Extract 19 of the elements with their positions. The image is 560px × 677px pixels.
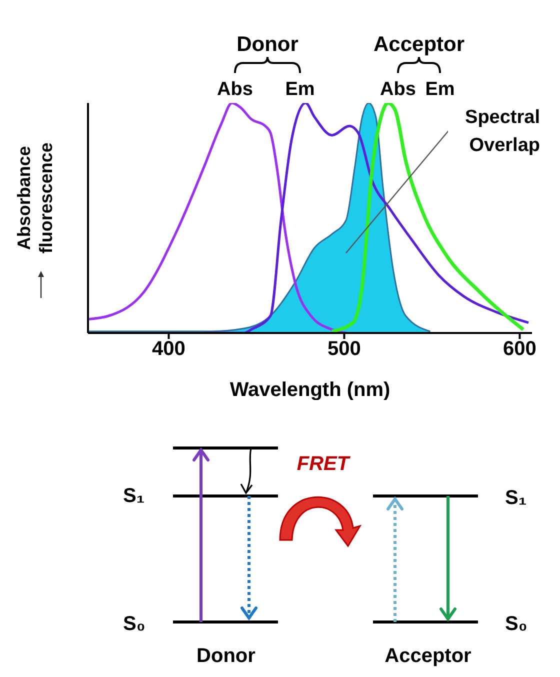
annotation: Spectral Overlap — [465, 107, 540, 156]
text: S₀ — [505, 613, 528, 635]
text: Em — [285, 79, 315, 100]
text: Acceptor — [373, 33, 465, 56]
text: S₁ — [123, 485, 145, 507]
text: Em — [425, 79, 455, 100]
text: Donor — [196, 645, 256, 667]
text: S₀ — [123, 613, 146, 635]
x-tick-label: 400 — [152, 338, 186, 360]
text: Abs — [217, 79, 253, 100]
text: Donor — [236, 33, 298, 56]
text: Abs — [380, 79, 416, 100]
text: Acceptor — [384, 645, 472, 667]
x-axis-title: Wavelength (nm) — [230, 379, 390, 401]
x-tick-label: 500 — [328, 338, 361, 360]
y-axis-title: Absorbance fluorescence — [14, 142, 56, 254]
text: FRET — [296, 453, 351, 475]
x-tick-label: 600 — [503, 338, 536, 360]
text: S₁ — [505, 487, 527, 509]
